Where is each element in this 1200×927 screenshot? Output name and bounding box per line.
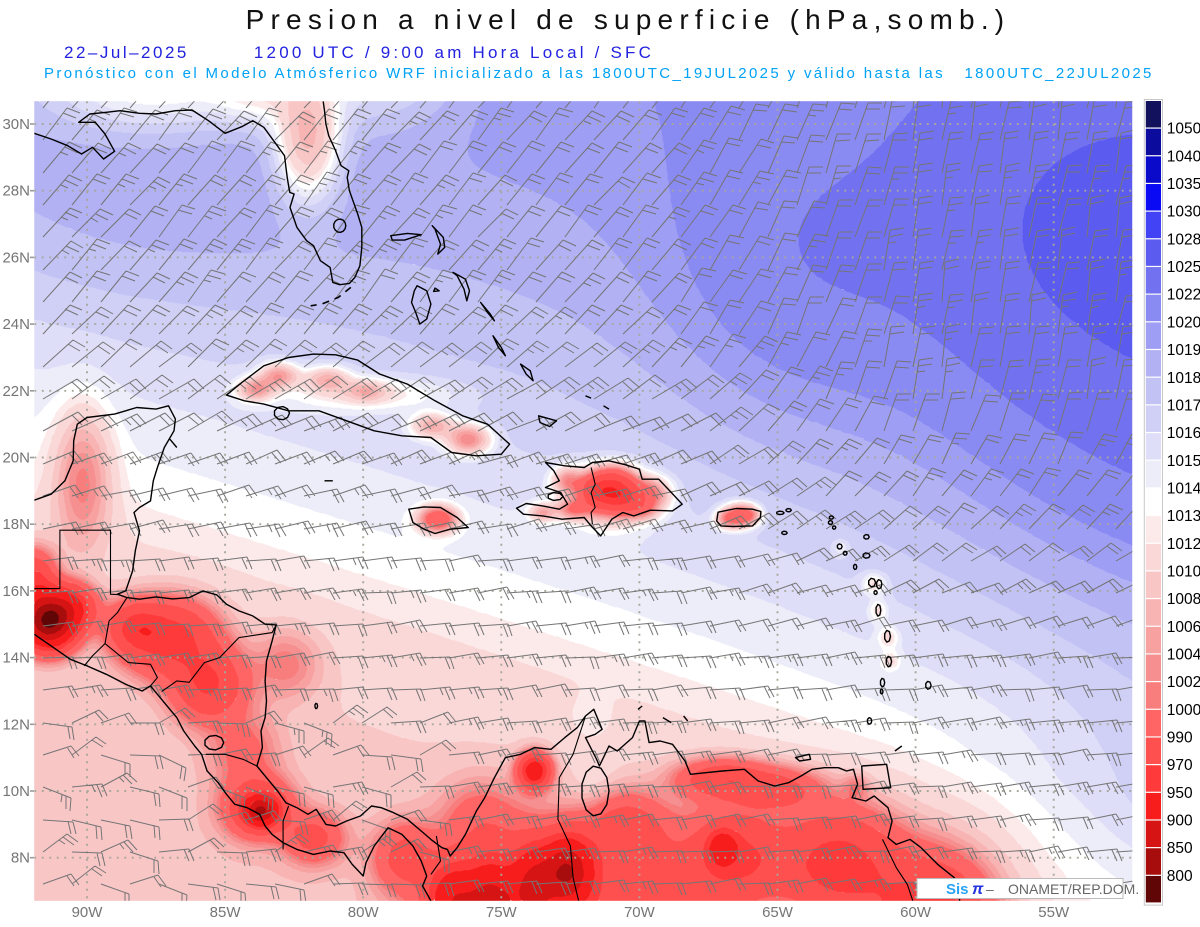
svg-text:1025: 1025 xyxy=(1167,259,1200,276)
svg-text:ONAMET/REP.DOM.: ONAMET/REP.DOM. xyxy=(1008,881,1139,897)
svg-text:75W: 75W xyxy=(486,904,518,921)
svg-text:85W: 85W xyxy=(210,904,242,921)
svg-text:16N: 16N xyxy=(2,583,30,600)
svg-text:–: – xyxy=(986,881,994,897)
svg-text:900: 900 xyxy=(1167,813,1193,830)
svg-text:1050: 1050 xyxy=(1167,121,1200,138)
svg-text:1008: 1008 xyxy=(1167,591,1200,608)
svg-text:1020: 1020 xyxy=(1167,314,1200,331)
svg-text:8N: 8N xyxy=(11,850,30,867)
svg-text:1019: 1019 xyxy=(1167,342,1200,359)
svg-text:1014: 1014 xyxy=(1167,481,1200,498)
svg-text:60W: 60W xyxy=(900,904,932,921)
svg-text:950: 950 xyxy=(1167,785,1193,802)
svg-text:1016: 1016 xyxy=(1167,425,1200,442)
svg-text:70W: 70W xyxy=(624,904,656,921)
svg-text:65W: 65W xyxy=(762,904,794,921)
svg-text:990: 990 xyxy=(1167,730,1193,747)
svg-text:1006: 1006 xyxy=(1167,619,1200,636)
svg-text:1015: 1015 xyxy=(1167,453,1200,470)
svg-text:1000: 1000 xyxy=(1167,702,1200,719)
svg-text:28N: 28N xyxy=(2,183,30,200)
svg-text:970: 970 xyxy=(1167,757,1193,774)
svg-text:1040: 1040 xyxy=(1167,148,1200,165)
svg-text:90W: 90W xyxy=(72,904,104,921)
svg-text:π: π xyxy=(972,881,984,898)
svg-text:24N: 24N xyxy=(2,316,30,333)
svg-text:1004: 1004 xyxy=(1167,647,1200,664)
svg-text:1022: 1022 xyxy=(1167,287,1200,304)
svg-text:1018: 1018 xyxy=(1167,370,1200,387)
svg-text:1017: 1017 xyxy=(1167,397,1200,414)
svg-text:10N: 10N xyxy=(2,783,30,800)
svg-text:1010: 1010 xyxy=(1167,564,1200,581)
svg-text:Sis: Sis xyxy=(946,881,969,898)
svg-text:80W: 80W xyxy=(348,904,380,921)
svg-text:14N: 14N xyxy=(2,650,30,667)
svg-text:1013: 1013 xyxy=(1167,508,1200,525)
svg-text:26N: 26N xyxy=(2,249,30,266)
svg-text:800: 800 xyxy=(1167,868,1193,885)
svg-text:55W: 55W xyxy=(1038,904,1070,921)
svg-text:20N: 20N xyxy=(2,450,30,467)
svg-text:850: 850 xyxy=(1167,840,1193,857)
svg-text:18N: 18N xyxy=(2,516,30,533)
svg-text:30N: 30N xyxy=(2,116,30,133)
svg-text:1035: 1035 xyxy=(1167,176,1200,193)
svg-text:1012: 1012 xyxy=(1167,536,1200,553)
svg-text:1002: 1002 xyxy=(1167,674,1200,691)
svg-text:22N: 22N xyxy=(2,383,30,400)
svg-text:1030: 1030 xyxy=(1167,204,1200,221)
svg-text:1028: 1028 xyxy=(1167,231,1200,248)
svg-text:12N: 12N xyxy=(2,716,30,733)
